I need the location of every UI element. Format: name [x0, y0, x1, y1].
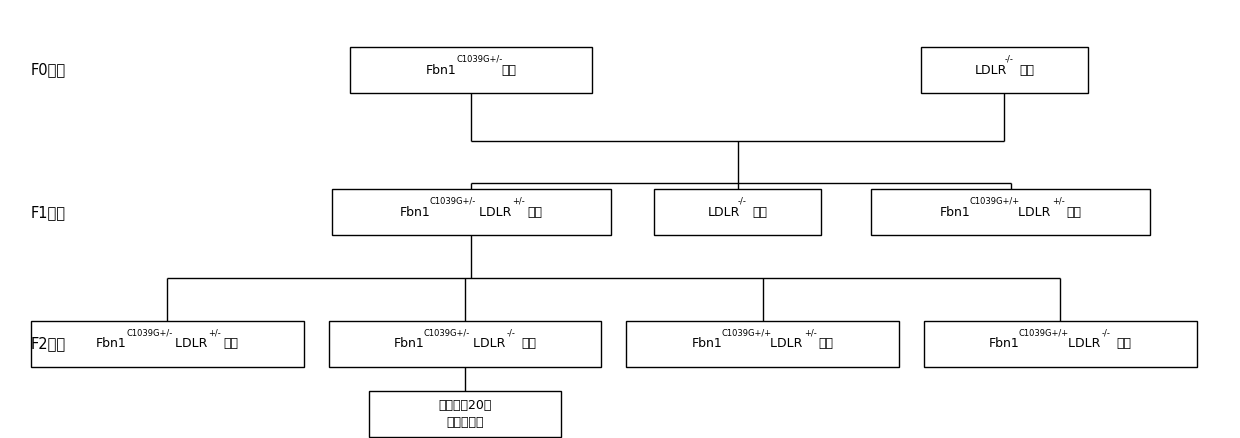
- Bar: [332, 189, 611, 236]
- Bar: [31, 321, 304, 367]
- Text: -/-: -/-: [1101, 328, 1110, 337]
- Text: 小鼠: 小鼠: [527, 206, 542, 219]
- Text: 小鼠: 小鼠: [1019, 64, 1034, 77]
- Text: C1039G+/+: C1039G+/+: [970, 197, 1019, 206]
- Bar: [329, 321, 601, 367]
- Text: Fbn1: Fbn1: [940, 206, 970, 219]
- Text: LDLR: LDLR: [708, 206, 740, 219]
- Text: LDLR: LDLR: [766, 337, 802, 350]
- Text: -/-: -/-: [1004, 55, 1013, 64]
- Text: C1039G+/+: C1039G+/+: [1019, 328, 1069, 337]
- Text: C1039G+/-: C1039G+/-: [430, 197, 476, 206]
- Text: 小鼠: 小鼠: [1116, 337, 1131, 350]
- Text: C1039G+/-: C1039G+/-: [424, 328, 470, 337]
- Text: C1039G+/+: C1039G+/+: [722, 328, 771, 337]
- Text: 小鼠: 小鼠: [521, 337, 536, 350]
- Text: F2代：: F2代：: [31, 336, 66, 351]
- Text: 高脂喂养20周: 高脂喂养20周: [438, 399, 492, 412]
- Text: +/-: +/-: [208, 328, 222, 337]
- Text: +/-: +/-: [1052, 197, 1065, 206]
- Text: -/-: -/-: [738, 197, 746, 206]
- Text: LDLR: LDLR: [1064, 337, 1100, 350]
- Bar: [626, 321, 899, 367]
- Text: F0代：: F0代：: [31, 63, 66, 78]
- Text: Fbn1: Fbn1: [401, 206, 430, 219]
- Text: 小鼠: 小鼠: [223, 337, 238, 350]
- Text: 小鼠: 小鼠: [753, 206, 768, 219]
- Text: Fbn1: Fbn1: [427, 64, 458, 77]
- Text: C1039G+/-: C1039G+/-: [126, 328, 172, 337]
- Text: 小鼠: 小鼠: [1066, 206, 1081, 219]
- Bar: [370, 391, 560, 437]
- Bar: [350, 47, 591, 93]
- Text: F1代：: F1代：: [31, 205, 66, 220]
- Text: LDLR: LDLR: [171, 337, 207, 350]
- Text: Fbn1: Fbn1: [394, 337, 424, 350]
- Text: +/-: +/-: [512, 197, 526, 206]
- Text: Fbn1: Fbn1: [97, 337, 126, 350]
- Text: Fbn1: Fbn1: [990, 337, 1019, 350]
- Bar: [655, 189, 821, 236]
- Text: LDLR: LDLR: [1014, 206, 1050, 219]
- Text: 建成模型鼠: 建成模型鼠: [446, 416, 484, 428]
- Bar: [870, 189, 1149, 236]
- Text: C1039G+/-: C1039G+/-: [456, 55, 502, 64]
- Text: LDLR: LDLR: [975, 64, 1007, 77]
- Bar: [924, 321, 1197, 367]
- Bar: [920, 47, 1089, 93]
- Text: LDLR: LDLR: [475, 206, 511, 219]
- Text: Fbn1: Fbn1: [692, 337, 722, 350]
- Text: 小鼠: 小鼠: [501, 64, 516, 77]
- Text: LDLR: LDLR: [469, 337, 505, 350]
- Text: -/-: -/-: [506, 328, 515, 337]
- Text: +/-: +/-: [804, 328, 817, 337]
- Text: 小鼠: 小鼠: [818, 337, 833, 350]
